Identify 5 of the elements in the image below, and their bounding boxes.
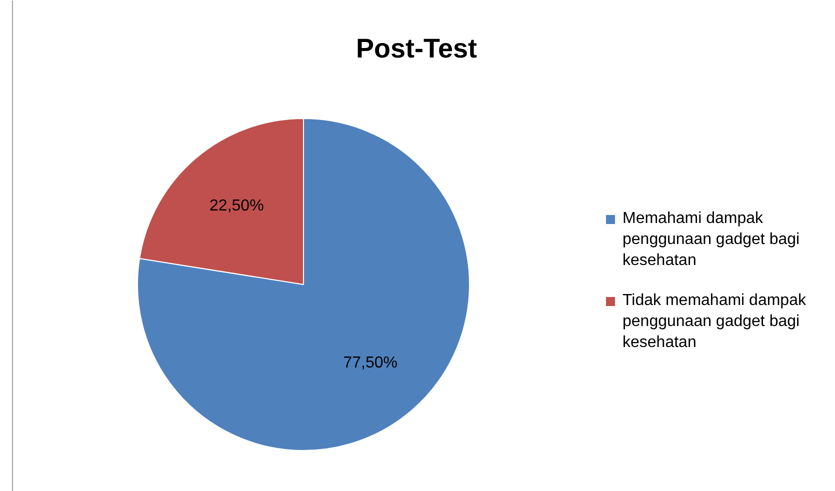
chart-title: Post-Test (356, 34, 478, 64)
data-label: 22,50% (210, 198, 264, 215)
legend-label: Memahami dampak penggunaan gadget bagi kesehatan (622, 210, 800, 269)
data-label: 77,50% (343, 354, 398, 372)
legend-label: Tidak memahami dampak penggunaan gadget bagi kesehatan (622, 292, 807, 351)
